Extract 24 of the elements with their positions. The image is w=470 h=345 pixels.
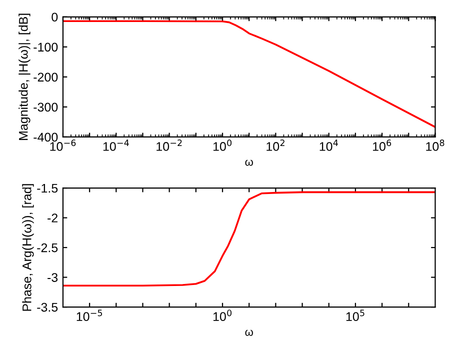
x-tick-label: 10$^{6}$ — [372, 140, 392, 151]
y-tick-label: -200 — [34, 72, 58, 82]
y-tick-label: -2.5 — [37, 243, 58, 252]
x-tick-label: 10$^{8}$ — [426, 140, 444, 151]
x-tick-label: 10$^{0}$ — [213, 140, 232, 151]
y-tick-label: -2 — [48, 214, 58, 222]
x-tick-label: 10$^{5}$ — [346, 310, 364, 322]
x-tick-label: 10$^{−5}$ — [76, 310, 102, 322]
x-tick-label: 10$^{2}$ — [266, 140, 284, 151]
x-tick-label: 10$^{0}$ — [213, 310, 232, 321]
y-axis-title: Phase, Arg(H(ω)), [rad] — [22, 184, 34, 311]
x-axis-title: ω — [245, 160, 253, 166]
y-tick-label: 0 — [52, 12, 58, 22]
y-tick-label: -3 — [48, 273, 58, 282]
y-tick-label: -100 — [34, 42, 58, 52]
y-tick-label: -1.5 — [37, 184, 58, 193]
x-tick-label: 10$^{−4}$ — [103, 140, 129, 151]
x-axis-title: ω — [245, 330, 253, 336]
y-axis-title: Magnitude, |H(ω)|, [dB] — [18, 14, 30, 140]
y-tick-label: -400 — [34, 132, 58, 142]
x-tick-label: 10$^{−2}$ — [156, 140, 182, 151]
y-tick-label: -300 — [34, 102, 58, 112]
x-tick-label: 10$^{4}$ — [320, 140, 338, 151]
y-tick-label: -3.5 — [37, 302, 58, 312]
